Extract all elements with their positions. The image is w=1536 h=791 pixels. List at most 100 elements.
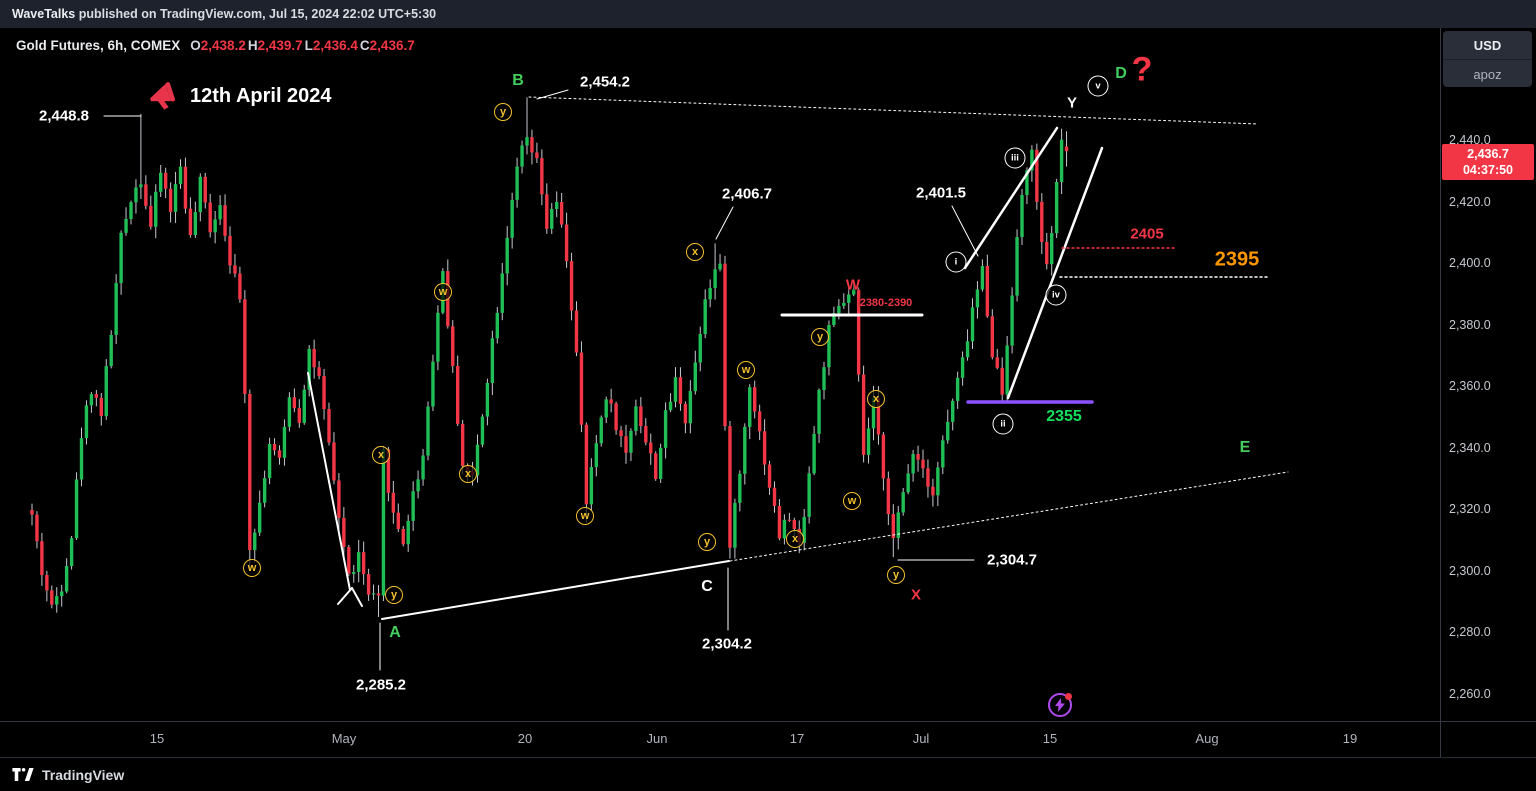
candle-body	[495, 312, 499, 339]
candle-body	[921, 459, 925, 469]
wave-circle-yellow: y	[887, 566, 905, 584]
candle-body	[1040, 201, 1044, 242]
candle-body	[559, 201, 564, 225]
price-tick: 2,320.0	[1449, 502, 1491, 516]
candle-body	[361, 552, 366, 575]
tradingview-logo-icon[interactable]	[12, 768, 34, 781]
candle-body	[193, 212, 198, 236]
wave-circle-yellow: w	[843, 492, 861, 510]
annotation-label: 2,406.7	[721, 185, 773, 203]
candle-body	[475, 444, 480, 476]
candle-body	[832, 313, 836, 326]
legend-key: H	[247, 38, 258, 53]
candle-body	[282, 426, 287, 458]
candle-body	[114, 283, 118, 335]
currency-unit-box[interactable]: USD apoz	[1443, 31, 1532, 87]
candle-body	[951, 400, 955, 422]
candle-body	[545, 194, 549, 229]
candle-body	[654, 453, 658, 479]
price-tick: 2,420.0	[1449, 194, 1491, 209]
candle-body	[569, 261, 574, 311]
candle-body	[485, 383, 490, 417]
candle-body	[451, 326, 455, 366]
time-axis[interactable]: 15 May 20 Jun 17 Jul 15 Aug 19	[0, 721, 1536, 757]
legend-key: L	[304, 38, 313, 53]
candle-body	[233, 265, 237, 274]
candle-body	[352, 571, 356, 574]
wave-circle-yellow: x	[686, 243, 704, 261]
annotation-label: 2,454.2	[579, 73, 631, 91]
candle-body	[1015, 237, 1019, 296]
lightning-glyph	[1055, 698, 1065, 712]
publisher-bar: WaveTalks published on TradingView.com, …	[0, 0, 1536, 28]
candle-body	[277, 450, 282, 458]
candle-body	[881, 434, 886, 479]
annotation-label: 2405	[1130, 225, 1164, 243]
annotation-label: 2,304.2	[701, 635, 753, 653]
candle-body	[411, 491, 415, 521]
wave-circle-yellow: y	[698, 533, 716, 551]
price-tick: 2,260.0	[1449, 686, 1491, 701]
candle-body	[203, 176, 207, 203]
candle-body	[748, 387, 752, 427]
ohlc-values: O2,438.2 H2,439.7 L2,436.4 C2,436.7	[188, 38, 414, 53]
candle-body	[129, 202, 133, 219]
candle-body	[1030, 149, 1034, 171]
candle-body	[480, 416, 485, 445]
candle-body	[168, 188, 173, 212]
candle-body	[134, 187, 138, 203]
candlestick-canvas[interactable]	[0, 28, 1440, 721]
candle-body	[267, 443, 272, 479]
candle-body	[1005, 345, 1009, 395]
candle-body	[802, 516, 806, 543]
candle-body	[683, 403, 688, 424]
candle-body	[678, 377, 683, 404]
legend-key: C	[359, 38, 370, 53]
candle-body	[74, 479, 79, 539]
candle-body	[253, 532, 257, 551]
price-tick: 2,400.0	[1449, 256, 1491, 270]
unit-label[interactable]: apoz	[1473, 66, 1502, 82]
candle-body	[584, 424, 589, 505]
candle-body	[941, 440, 945, 468]
date-note-text: 12th April 2024	[190, 84, 332, 107]
candle-body	[391, 492, 396, 513]
candle-body	[431, 361, 435, 407]
candle-body	[396, 512, 400, 529]
date-note: 12th April 2024	[148, 82, 332, 110]
time-label: 20	[517, 731, 533, 746]
candle-body	[401, 528, 405, 545]
candle-body	[223, 205, 227, 236]
boost-lightning-icon[interactable]	[1048, 693, 1072, 717]
symbol-legend[interactable]: Gold Futures, 6h, COMEX O2,438.2 H2,439.7…	[16, 38, 415, 53]
wave-circle-yellow: x	[786, 530, 804, 548]
candle-body	[891, 514, 895, 538]
candle-body	[188, 208, 193, 236]
candle-body	[847, 294, 851, 303]
time-label: May	[331, 731, 357, 746]
candle-body	[817, 389, 821, 434]
candle-body	[99, 397, 103, 417]
drawing-line	[528, 96, 1259, 125]
candle-body	[317, 367, 321, 377]
annotation-label: Y	[1066, 94, 1078, 112]
drawing-line	[963, 126, 1059, 270]
candle-body	[144, 184, 148, 206]
time-label: 15	[149, 731, 165, 746]
chart-pane[interactable]: Gold Futures, 6h, COMEX O2,438.2 H2,439.7…	[0, 28, 1440, 721]
candle-body	[955, 377, 960, 401]
candle-body	[228, 235, 232, 266]
annotation-label: 2380-2390	[859, 297, 913, 309]
currency-label[interactable]: USD	[1443, 31, 1532, 60]
candle-body	[807, 473, 811, 517]
candle-body	[718, 263, 722, 270]
tradingview-wordmark[interactable]: TradingView	[42, 766, 125, 783]
candle-body	[535, 152, 539, 159]
candle-body	[154, 191, 158, 227]
footer-bar: TradingView	[0, 757, 1536, 791]
price-axis[interactable]: USD apoz 2,440.0 2,420.0 2,400.0 2,380.0 2,3…	[1440, 28, 1536, 721]
wave-circle-yellow: x	[459, 465, 477, 483]
candle-body	[787, 519, 792, 521]
candle-body	[639, 406, 643, 427]
candle-body	[688, 391, 693, 424]
